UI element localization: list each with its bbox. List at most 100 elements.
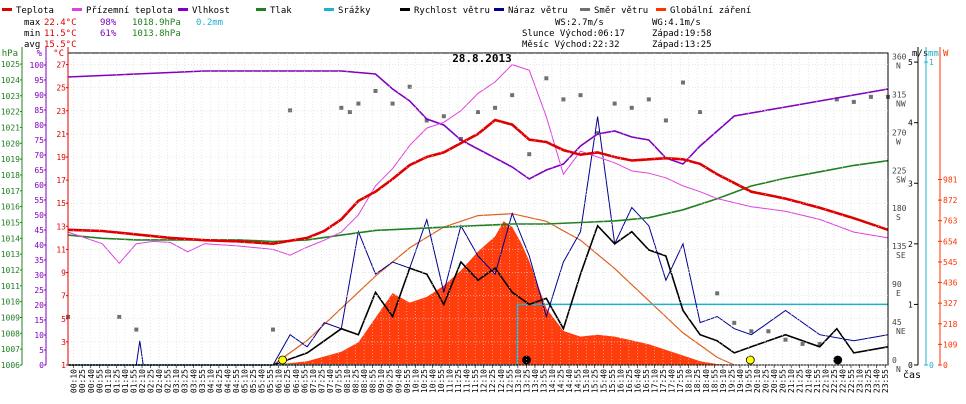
left-axis-tick-label: 1016: [1, 203, 20, 212]
left-axis-tick-label: 1025: [1, 60, 20, 69]
x-tick-label: 08:40: [360, 369, 369, 393]
wind-direction-point: [271, 327, 275, 332]
x-tick-label: 06:40: [292, 369, 301, 393]
x-tick-label: 17:25: [659, 369, 668, 393]
left-axis-tick-label: 7: [61, 292, 66, 301]
x-tick-label: 16:10: [616, 369, 625, 393]
left-axis-tick-label: 45: [34, 226, 44, 235]
x-tick-label: 10:40: [428, 369, 437, 393]
left-axis-tick-label: 25: [56, 84, 66, 93]
radiation-axis-tick-label: 872: [943, 196, 958, 205]
wind-direction-point: [698, 110, 703, 115]
left-axis-tick-label: 5: [39, 346, 44, 355]
legend-label: Srážky: [338, 6, 371, 16]
x-tick-label: 11:10: [446, 369, 455, 393]
info-sunset: Západ:19:58: [652, 29, 712, 39]
x-tick-label: 14:25: [557, 369, 566, 393]
moonrise-marker: [833, 355, 843, 365]
x-tick-label: 08:55: [369, 369, 378, 393]
sunrise-marker: [278, 355, 287, 365]
x-tick-label: 20:25: [762, 369, 771, 393]
x-tick-label: 15:55: [608, 369, 617, 393]
left-axis-tick-label: 95: [34, 76, 44, 85]
x-tick-label: 16:55: [642, 369, 651, 393]
x-tick-label: 11:40: [463, 369, 472, 393]
dir-tick-label: 135: [892, 242, 907, 251]
wind-direction-point: [817, 341, 822, 346]
left-axis-tick-label: 3: [61, 338, 66, 347]
legend-swatch: [2, 8, 12, 11]
wind-direction-point: [663, 118, 668, 123]
dir-compass-label: SW: [896, 175, 906, 184]
x-tick-label: 22:55: [847, 369, 856, 393]
x-tick-label: 02:25: [147, 369, 156, 393]
dir-tick-label: 0: [892, 356, 897, 365]
x-tick-label: 06:10: [275, 369, 284, 393]
legend-swatch: [72, 8, 82, 11]
x-tick-label: 06:25: [283, 369, 292, 393]
stat-max-rain: 0.2mm: [196, 18, 223, 28]
rain-axis-tick-label: 0: [929, 361, 934, 370]
left-axis-tick-label: 17: [56, 176, 66, 185]
wind-axis-tick-label: 4: [908, 119, 913, 128]
dir-compass-label: NE: [896, 327, 906, 336]
x-tick-label: 20:55: [779, 369, 788, 393]
wind-direction-point: [424, 118, 429, 123]
wind-direction-point: [783, 337, 788, 342]
left-axis-tick-label: 15: [34, 316, 44, 325]
x-tick-label: 09:40: [394, 369, 403, 393]
left-axis-tick-label: 100: [30, 61, 45, 70]
legend-swatch: [580, 8, 590, 11]
radiation-axis-tick-label: 218: [943, 320, 958, 329]
left-axis-tick-label: 1009: [1, 313, 20, 322]
wind-direction-point: [527, 152, 532, 157]
x-tick-label: 21:10: [787, 369, 796, 393]
left-axis-tick-label: 11: [56, 245, 66, 254]
legend-swatch: [324, 8, 334, 11]
wind-speed-line: [68, 224, 889, 366]
dir-tick-label: 180: [892, 204, 907, 213]
left-axis-tick-label: 1010: [1, 298, 20, 307]
x-tick-label: 13:40: [531, 369, 540, 393]
left-axis-tick-label: 1022: [1, 108, 20, 117]
x-tick-label: 00:55: [95, 369, 104, 393]
stat-min-hum: 61%: [100, 29, 117, 39]
x-tick-label: 04:40: [223, 369, 232, 393]
radiation-axis-tick-label: 327: [943, 299, 958, 308]
left-axis-tick-label: 30: [34, 271, 44, 280]
wind-direction-point: [476, 110, 480, 115]
left-axis-tick-label: 1024: [1, 76, 20, 85]
left-axis-tick-label: 20: [34, 301, 44, 310]
x-tick-label: 18:55: [710, 369, 719, 393]
x-tick-label: 23:40: [873, 369, 882, 393]
left-axis-tick-label: 85: [34, 106, 44, 115]
x-tick-label: 01:25: [112, 369, 121, 393]
x-tick-label: 02:40: [155, 369, 164, 393]
wind-direction-point: [339, 105, 344, 110]
x-tick-label: 01:10: [104, 369, 113, 393]
info-wg: WG:4.1m/s: [652, 18, 701, 28]
left-axis-tick-label: 1013: [1, 250, 20, 259]
x-tick-label: 20:40: [770, 369, 779, 393]
wind-direction-point: [681, 80, 685, 85]
dir-tick-label: 45: [892, 318, 902, 327]
wind-direction-point: [595, 131, 600, 136]
stat-avg-temp: 15.5°C: [44, 40, 77, 50]
left-axis-tick-label: 35: [34, 256, 44, 265]
x-tick-label: 23:10: [856, 369, 865, 393]
x-tick-label: 15:25: [591, 369, 600, 393]
stat-min-press: 1013.8hPa: [132, 29, 181, 39]
dir-compass-label: N: [896, 365, 901, 374]
x-tick-label: 03:55: [198, 369, 207, 393]
stat-max-temp: 22.4°C: [44, 18, 77, 28]
x-tick-label: 23:25: [864, 369, 873, 393]
x-tick-label: 15:40: [599, 369, 608, 393]
x-tick-label: 13:10: [514, 369, 523, 393]
x-tick-label: 14:40: [565, 369, 574, 393]
x-tick-label: 16:40: [633, 369, 642, 393]
x-tick-label: 10:25: [420, 369, 429, 393]
dir-compass-label: W: [896, 137, 901, 146]
x-tick-label: 07:55: [334, 369, 343, 393]
radiation-axis-tick-label: 981: [943, 176, 958, 185]
